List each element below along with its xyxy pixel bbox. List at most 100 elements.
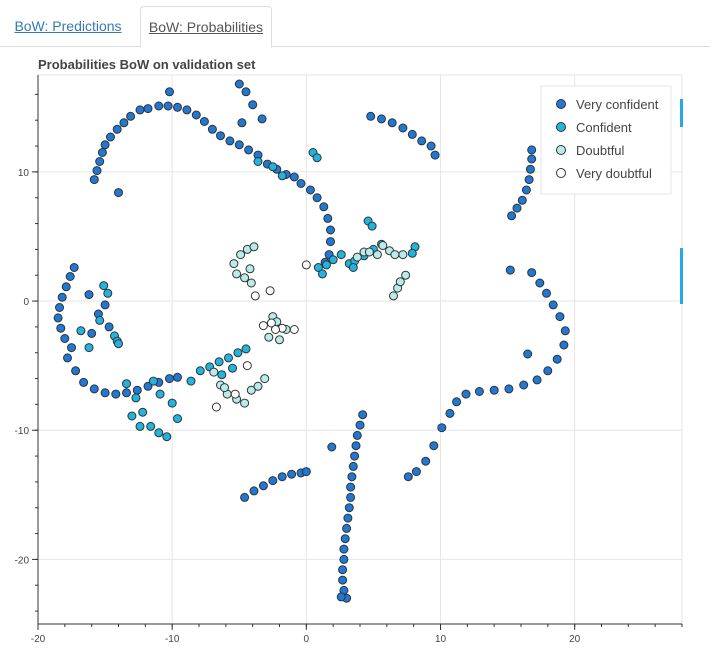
scatter-point-very-confident <box>67 343 76 353</box>
scatter-point-very-confident <box>100 300 110 310</box>
scatter-point-very-confident <box>89 175 99 185</box>
scatter-point-very-doubtful <box>258 321 268 331</box>
scatter-point-confident <box>138 407 148 417</box>
scatter-point-very-confident <box>173 372 182 382</box>
scatter-point-very-confident <box>57 292 67 302</box>
scatter-point-very-confident <box>521 185 531 195</box>
scatter-point-very-confident <box>312 193 322 203</box>
scatter-point-doubtful <box>253 381 263 391</box>
scatter-point-very-confident <box>53 313 63 323</box>
scatter-point-very-confident <box>548 300 558 310</box>
scatter-point-very-confident <box>277 472 287 482</box>
scatter-point-very-confident <box>352 430 362 440</box>
scatter-point-very-confident <box>237 118 247 128</box>
scatter-point-confident <box>131 393 141 403</box>
scatter-point-confident <box>241 344 251 354</box>
scatter-point-confident <box>277 171 287 181</box>
scatter-point-very-doubtful <box>289 325 299 334</box>
scatter-point-confident <box>328 255 338 265</box>
scatter-point-very-confident <box>346 492 356 502</box>
scatter-point-doubtful <box>246 385 256 395</box>
scatter-point-confident <box>162 432 172 442</box>
toolbar-indicator[interactable] <box>680 99 683 127</box>
scatter-point-very-confident <box>346 482 356 492</box>
scatter-point-very-confident <box>387 118 397 128</box>
scatter-point-confident <box>173 414 182 424</box>
scatter-point-confident <box>135 421 145 431</box>
scatter-point-very-doubtful <box>266 318 276 328</box>
scatter-point-confident <box>268 162 278 172</box>
scatter-point-very-confident <box>398 123 408 133</box>
legend-marker <box>556 168 566 178</box>
scatter-point-doubtful <box>260 374 270 384</box>
scatter-point-very-doubtful <box>242 361 252 371</box>
scatter-point-confident <box>312 153 322 163</box>
scatter-point-very-confident <box>55 303 64 312</box>
toolbar-indicator[interactable] <box>680 248 683 304</box>
scatter-point-confident <box>155 389 165 399</box>
scatter-point-very-confident <box>523 349 533 359</box>
scatter-point-very-confident <box>106 132 115 142</box>
data-points <box>53 79 570 603</box>
scatter-point-very-confident <box>71 366 81 376</box>
legend-label: Very doubtful <box>576 166 652 181</box>
scatter-point-very-confident <box>543 366 553 376</box>
scatter-point-very-confident <box>56 323 66 333</box>
axes: -20 -10 0 10 20 -20 -10 0 10 <box>15 75 683 645</box>
scatter-point-very-confident <box>114 188 123 198</box>
scatter-point-very-confident <box>430 150 440 160</box>
scatter-point-very-confident <box>154 101 164 111</box>
scatter-point-very-confident <box>461 389 471 399</box>
tab-bar: BoW: Predictions BoW: Probabilities <box>0 0 710 48</box>
scatter-point-confident <box>84 343 94 353</box>
scatter-point-very-confident <box>552 354 562 364</box>
scatter-point-very-confident <box>143 104 153 114</box>
scatter-chart: Probabilities BoW on validation set -20-… <box>15 57 683 645</box>
scatter-point-very-confident <box>60 334 70 343</box>
scatter-point-doubtful <box>390 250 400 260</box>
legend-marker <box>556 122 566 132</box>
scatter-point-doubtful <box>275 335 284 345</box>
scatter-point-doubtful <box>389 291 398 301</box>
scatter-point-very-confident <box>417 136 427 146</box>
scatter-point-very-confident <box>524 175 534 185</box>
scatter-point-very-confident <box>126 111 136 121</box>
tab-bow-predictions[interactable]: BoW: Predictions <box>14 18 122 34</box>
scatter-point-doubtful <box>378 241 388 250</box>
scatter-point-doubtful <box>246 278 256 288</box>
scatter-point-confident <box>233 348 243 358</box>
scatter-point-very-confident <box>559 340 569 350</box>
scatter-point-very-confident <box>323 213 333 223</box>
scatter-point-very-confident <box>100 388 110 398</box>
scatter-point-very-confident <box>366 111 376 121</box>
scatter-point-very-confident <box>132 385 142 395</box>
scatter-point-very-confident <box>240 492 250 502</box>
scatter-point-very-confident <box>87 328 97 338</box>
x-tick-label: 10 <box>435 634 447 645</box>
scatter-point-very-doubtful <box>265 286 275 296</box>
scatter-point-very-confident <box>89 384 99 394</box>
scatter-point-very-confident <box>437 423 447 433</box>
x-tick-label: -10 <box>165 634 180 645</box>
tab-bow-probabilities[interactable]: BoW: Probabilities <box>140 6 272 48</box>
scatter-point-very-confident <box>504 384 514 394</box>
scatter-point-very-confident <box>296 179 306 188</box>
scatter-point-confident <box>224 353 233 363</box>
scatter-point-very-confident <box>560 326 570 336</box>
scatter-point-very-confident <box>426 141 436 151</box>
scatter-point-very-confident <box>248 100 258 110</box>
scatter-point-very-confident <box>542 288 551 298</box>
scatter-point-very-confident <box>489 385 499 395</box>
scatter-point-very-confident <box>339 544 349 554</box>
scatter-point-confident <box>148 376 158 386</box>
scatter-point-confident <box>348 263 358 272</box>
scatter-point-very-confident <box>407 129 417 139</box>
scatter-point-very-confident <box>207 124 217 134</box>
scatter-point-very-doubtful <box>230 389 240 399</box>
scatter-point-doubtful <box>372 250 382 260</box>
scatter-point-very-confident <box>163 101 173 111</box>
scatter-point-very-confident <box>327 442 337 452</box>
scatter-point-very-confident <box>173 102 182 112</box>
scatter-point-very-confident <box>347 472 357 482</box>
scatter-point-very-confident <box>244 145 254 155</box>
